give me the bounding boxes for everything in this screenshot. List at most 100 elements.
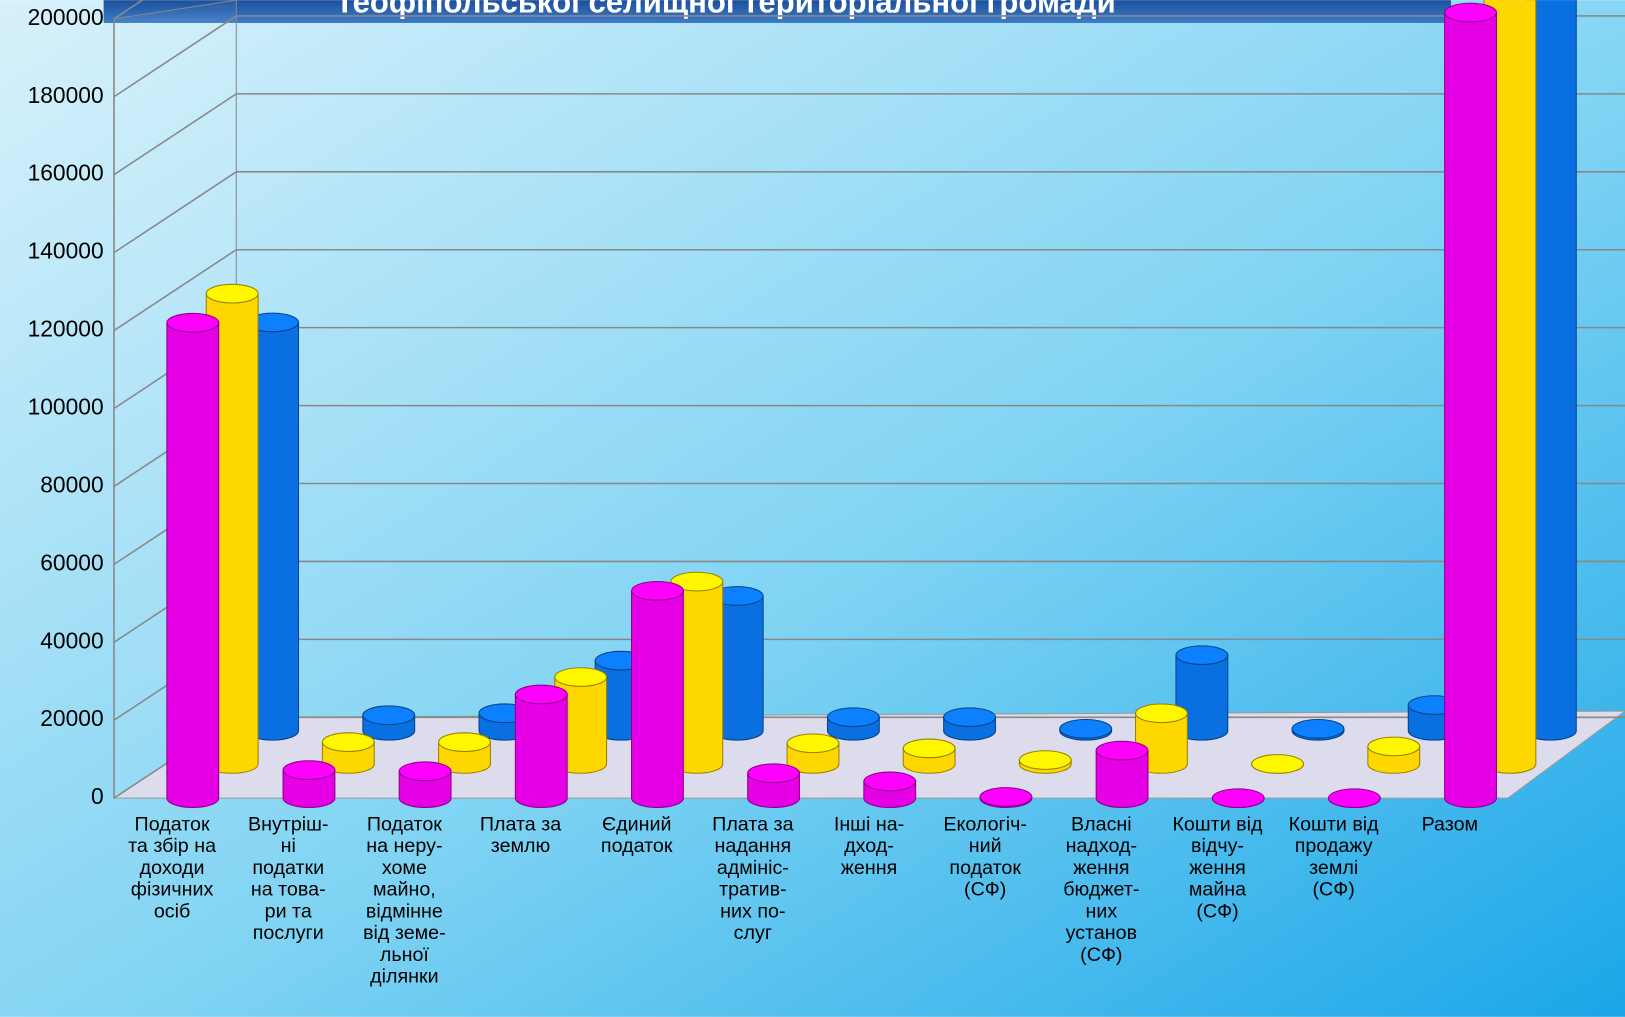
cylinder-top (670, 571, 724, 592)
cylinder (1211, 788, 1265, 809)
bar (514, 693, 568, 809)
x-tick-label: Плата за (480, 813, 561, 835)
cylinder (554, 667, 608, 774)
cylinder-top (1095, 740, 1149, 761)
title-banner (103, 0, 1451, 23)
bars (166, 0, 1577, 809)
y-tick-label: 0 (91, 783, 104, 809)
grid-line (113, 249, 237, 332)
bar (166, 322, 220, 809)
x-tick-label: Кошти від (1289, 813, 1380, 835)
x-tick-label: фізичних (131, 879, 214, 901)
x-tick-label: послуги (253, 922, 324, 944)
cylinder-top (166, 312, 220, 333)
cylinder (1135, 703, 1188, 774)
cylinder (1444, 2, 1497, 809)
y-tick-label: 120000 (28, 316, 104, 342)
cylinder-top (282, 760, 336, 780)
cylinder (166, 312, 220, 809)
x-tick-label: слуг (734, 922, 772, 944)
x-tick-label: продажу (1295, 835, 1373, 857)
x-tick-label: хоме (382, 857, 427, 879)
cylinder (1251, 754, 1305, 774)
x-tick-label: землі (1309, 857, 1358, 879)
y-tick-label: 180000 (28, 82, 104, 108)
cylinder (1095, 740, 1149, 809)
x-tick-label: майно, (373, 879, 436, 901)
cylinder-top (943, 707, 996, 728)
bar (1444, 12, 1497, 809)
x-tick-label: (СФ) (964, 879, 1006, 901)
bar (398, 770, 452, 809)
cylinder-top (979, 787, 1033, 807)
cylinder (1291, 719, 1345, 741)
x-tick-label: установ (1066, 922, 1138, 944)
x-tick-label: (СФ) (1312, 879, 1354, 901)
x-tick-label: Податок (367, 813, 442, 835)
x-tick-label: ділянки (370, 966, 439, 988)
x-tick-label: на това- (251, 879, 326, 901)
cylinder-top (554, 667, 608, 687)
x-tick-label: Власні (1071, 813, 1132, 835)
x-tick-label: майна (1189, 879, 1246, 901)
cylinder (362, 705, 416, 741)
cylinder-top (863, 771, 917, 792)
cylinder (1018, 750, 1072, 774)
y-tick-label: 140000 (28, 238, 104, 264)
grid-line (113, 93, 237, 176)
x-tick-label: податок (601, 835, 673, 857)
cylinder (902, 738, 956, 774)
cylinder-top (362, 705, 416, 726)
x-tick-label: надання (715, 835, 792, 857)
y-tick-label: 20000 (40, 705, 103, 731)
cylinder-top (1327, 788, 1381, 809)
cylinder-top (321, 732, 375, 752)
plot: 0 20000 40000 60000 80000 100000 120000 140000 1… (28, 0, 1625, 988)
cylinder (1175, 645, 1229, 741)
cylinder-top (1059, 719, 1113, 739)
cylinder (1327, 788, 1381, 809)
y-tick-label: 40000 (40, 627, 103, 653)
y-tick-label: 80000 (40, 471, 103, 497)
x-tick-label: льної (380, 944, 430, 966)
cylinder (863, 771, 917, 809)
cylinder (943, 707, 996, 741)
cylinder-top (1211, 788, 1265, 809)
x-tick-label: Внутріш- (248, 813, 329, 835)
cylinder (282, 760, 336, 809)
x-tick-label: ження (841, 857, 898, 879)
y-tick-label: 200000 (28, 4, 104, 30)
x-tick-label: осіб (154, 900, 190, 922)
cylinder-top (205, 283, 259, 304)
x-tick-label: адмініс- (717, 857, 789, 879)
cylinder-top (1175, 645, 1229, 666)
x-tick-label: землю (491, 835, 551, 857)
x-tick-label: ження (1073, 857, 1130, 879)
bar (282, 769, 336, 809)
y-tick-label: 160000 (28, 160, 104, 186)
cylinder (826, 707, 880, 741)
cylinder-top (438, 732, 491, 752)
cylinder-top (747, 763, 801, 784)
x-tick-label: податки (252, 857, 324, 879)
x-tick-label: них (1085, 900, 1117, 922)
cylinder-top (1135, 703, 1188, 724)
x-tick-label: Плата за (712, 813, 793, 835)
grid-line (113, 171, 237, 254)
grid-line (113, 15, 237, 98)
cylinder-top (398, 761, 452, 782)
x-tick-label: Кошти від (1172, 813, 1263, 835)
cylinder-top (786, 733, 840, 754)
x-tick-label: відмінне (366, 900, 443, 922)
x-tick-label: від земе- (363, 922, 446, 944)
bar (631, 590, 684, 809)
x-tick-label: надход- (1066, 835, 1138, 857)
x-tick-label: Інші на- (834, 813, 904, 835)
cylinder (710, 586, 764, 741)
x-tick-label: ний (969, 835, 1002, 857)
x-tick-label: ні (281, 835, 296, 857)
x-tick-label: бюджет- (1063, 879, 1139, 901)
cylinder-top (1018, 750, 1072, 770)
